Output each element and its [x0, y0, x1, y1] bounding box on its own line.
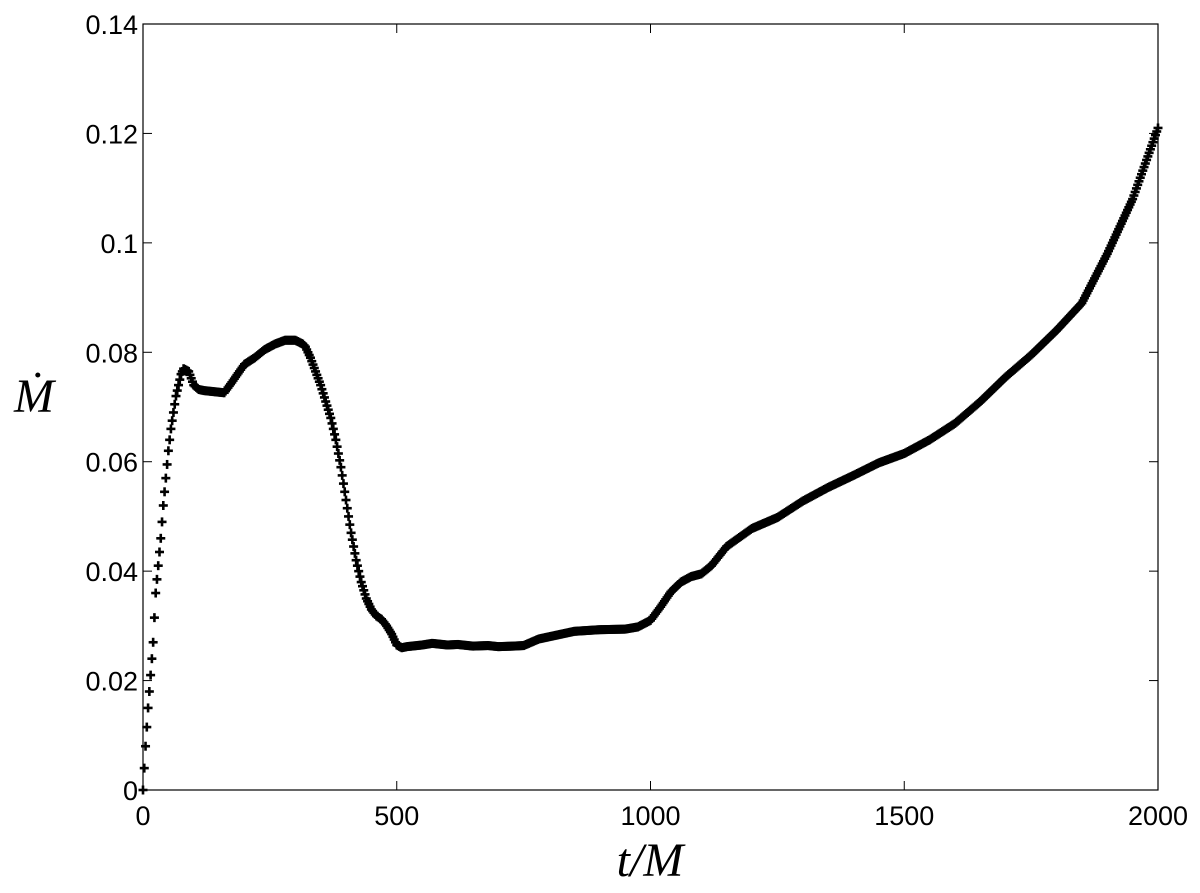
x-axis-label: t/M: [617, 834, 687, 887]
data-point: [338, 479, 348, 489]
data-point: [1153, 123, 1163, 133]
data-point: [337, 470, 347, 480]
data-point: [147, 654, 157, 664]
data-point: [342, 503, 352, 513]
y-tick-label: 0.08: [85, 338, 138, 368]
data-point: [157, 517, 167, 527]
data-point: [138, 785, 148, 795]
data-point: [170, 399, 180, 409]
y-axis-label: Ṁ: [13, 370, 57, 423]
data-point: [141, 741, 151, 751]
data-points: [138, 123, 1163, 795]
y-tick-label: 0.14: [85, 10, 138, 40]
data-point: [161, 473, 171, 483]
data-point: [148, 637, 158, 647]
data-point: [143, 703, 153, 713]
data-point: [151, 588, 161, 598]
data-point: [163, 446, 173, 456]
y-tick-label: 0.04: [85, 557, 138, 587]
data-point: [166, 424, 176, 434]
x-tick-label: 1500: [874, 801, 934, 831]
y-tick-label: 0.06: [85, 448, 138, 478]
x-tick-label: 2000: [1128, 801, 1188, 831]
plot-area: [142, 23, 1159, 791]
data-point: [162, 459, 172, 469]
data-point: [154, 547, 164, 557]
y-tick-label: 0.02: [85, 667, 138, 697]
data-point: [144, 687, 154, 697]
data-point: [156, 533, 166, 543]
data-point: [345, 520, 355, 530]
data-point: [146, 670, 156, 680]
data-point: [139, 763, 149, 773]
data-point: [336, 462, 346, 472]
y-tick-label: 0: [123, 776, 138, 806]
data-point: [340, 487, 350, 497]
x-tick-label: 1000: [620, 801, 680, 831]
data-point: [149, 613, 159, 623]
y-tick-label: 0.1: [100, 229, 138, 259]
y-axis-ticks: 0 0.02 0.04 0.06 0.08 0.1 0.12 0.14: [85, 10, 1158, 806]
data-point: [341, 495, 351, 505]
y-tick-label: 0.12: [85, 119, 138, 149]
data-point: [160, 487, 170, 497]
data-point: [165, 435, 175, 445]
data-point: [152, 574, 162, 584]
data-point: [142, 722, 152, 732]
x-tick-label: 0: [135, 801, 150, 831]
data-point: [168, 407, 178, 417]
data-point: [167, 416, 177, 426]
data-point: [153, 561, 163, 571]
data-point: [344, 511, 354, 521]
x-tick-label: 500: [374, 801, 419, 831]
data-point: [158, 500, 168, 510]
x-axis-ticks: 0 500 1000 1500 2000: [135, 24, 1188, 831]
